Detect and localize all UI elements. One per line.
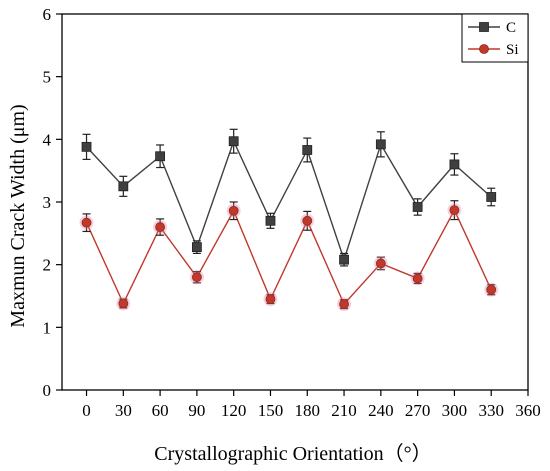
legend-marker — [479, 22, 489, 32]
x-tick-label: 240 — [368, 401, 394, 420]
series-line — [86, 139, 492, 262]
data-point — [155, 151, 166, 162]
y-axis-title: Maxmun Crack Width (μm) — [7, 104, 29, 327]
y-tick-label: 1 — [43, 318, 52, 337]
data-point — [228, 205, 239, 216]
data-point — [265, 215, 276, 226]
x-tick-label: 0 — [82, 401, 91, 420]
data-point — [118, 181, 129, 192]
legend-box — [461, 13, 529, 63]
data-point — [449, 159, 460, 170]
y-tick-label: 6 — [43, 5, 52, 24]
y-tick-label: 2 — [43, 256, 52, 275]
x-tick-label: 90 — [188, 401, 205, 420]
data-point — [81, 141, 92, 152]
data-point — [412, 202, 423, 212]
data-point — [191, 242, 202, 253]
data-point — [486, 284, 497, 295]
x-tick-label: 180 — [295, 401, 321, 420]
x-axis-title: Crystallographic Orientation（°） — [154, 442, 431, 465]
data-point — [302, 215, 313, 226]
y-tick-label: 4 — [43, 130, 52, 149]
data-point — [375, 139, 386, 150]
data-point — [118, 298, 129, 309]
legend: C Si — [461, 13, 529, 63]
data-point — [412, 273, 423, 284]
data-point — [265, 294, 276, 305]
data-point — [339, 299, 349, 310]
data-point — [191, 272, 202, 283]
x-tick-label: 360 — [515, 401, 541, 420]
x-tick-label: 330 — [478, 401, 504, 420]
x-tick-label: 270 — [405, 401, 431, 420]
data-point — [155, 222, 166, 232]
y-tick-label: 3 — [43, 193, 52, 212]
data-point — [81, 217, 92, 228]
y-tick-label: 5 — [43, 68, 52, 87]
x-tick-label: 150 — [258, 401, 284, 420]
data-point — [375, 258, 386, 269]
series-si — [79, 200, 499, 312]
x-tick-label: 30 — [115, 401, 132, 420]
data-point — [339, 254, 349, 265]
legend-marker — [479, 44, 489, 54]
series-line — [85, 208, 492, 306]
legend-label: C — [506, 20, 516, 36]
y-tick-label: 0 — [43, 381, 52, 400]
plot-frame — [61, 13, 529, 391]
data-point — [486, 192, 497, 202]
data-point — [228, 136, 239, 147]
series-c — [81, 128, 497, 267]
data-point — [449, 205, 460, 216]
x-tick-label: 60 — [152, 401, 169, 420]
x-tick-label: 120 — [221, 401, 247, 420]
x-tick-label: 210 — [331, 401, 357, 420]
series-layer — [79, 128, 499, 312]
x-tick-label: 300 — [442, 401, 468, 420]
data-point — [302, 145, 313, 155]
legend-label: Si — [506, 42, 519, 58]
